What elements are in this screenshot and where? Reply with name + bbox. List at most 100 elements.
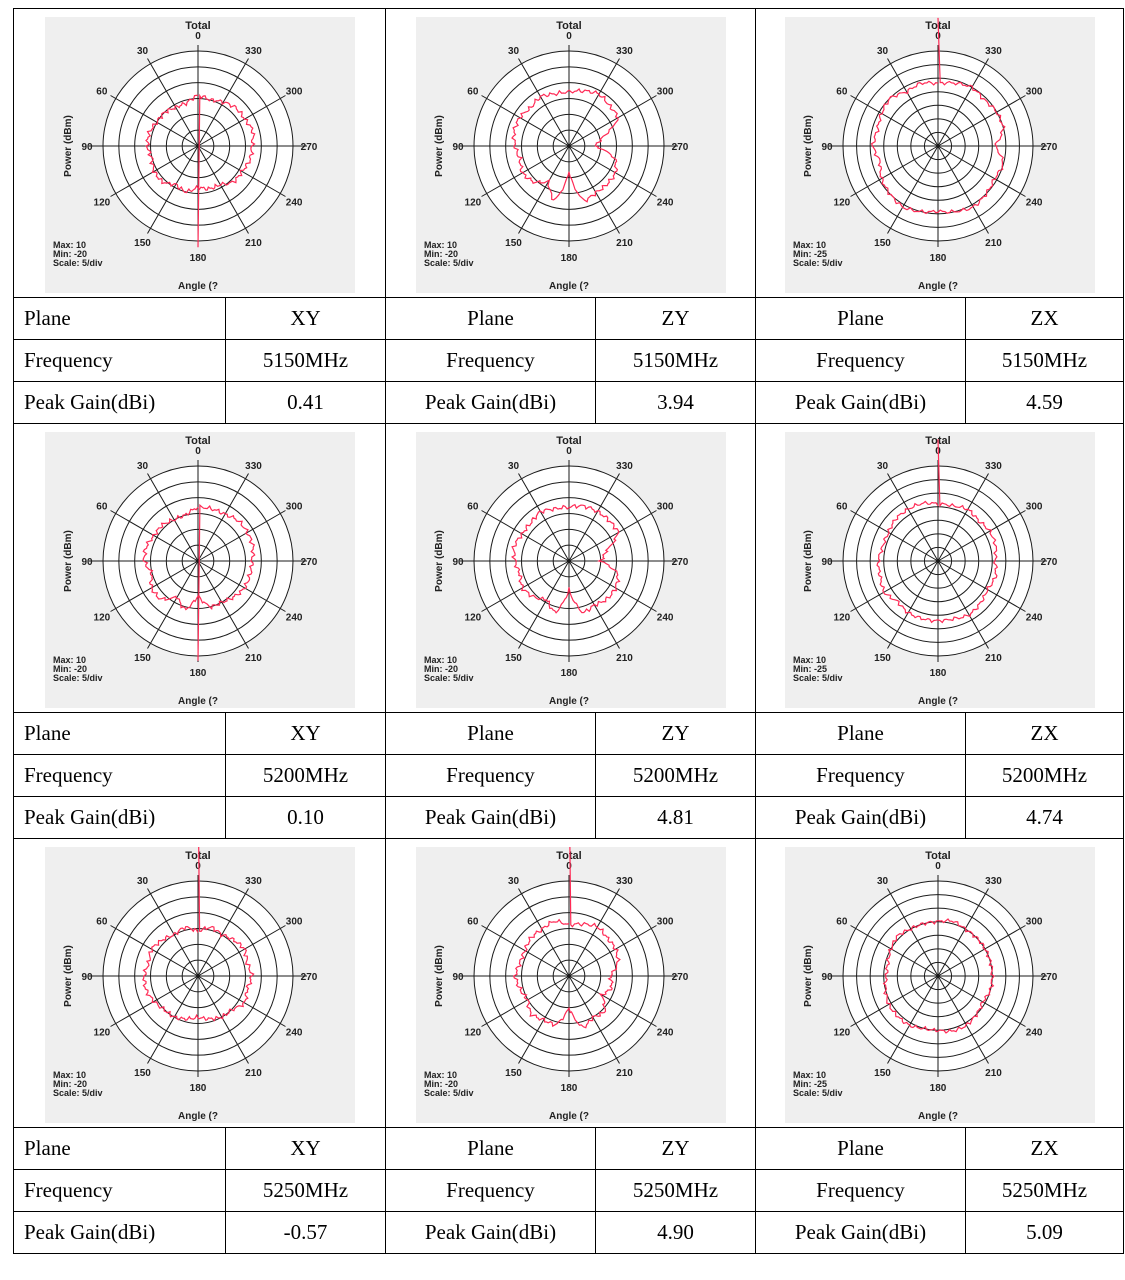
x-axis-label: Angle (? [178,696,218,707]
grid-spoke [109,975,198,1027]
grid-spoke [146,888,198,977]
grid-spoke [937,925,1026,977]
grid-spoke [886,145,938,234]
frequency-row: Frequency 5250MHz Frequency 5250MHz Frequenc… [13,1169,1124,1212]
plane-value: ZX [965,1127,1124,1170]
grid-spoke [568,975,657,1027]
angle-tick-label: 210 [245,1068,262,1079]
min-label: Min: -25 [793,664,827,674]
polar-pattern-chart: 0306090120150180210240270300330TotalPowe… [415,847,726,1123]
polar-plot-cell: 0 30 60 90 120 150 180 210 240 270 300 330 Total Powe… [13,423,386,713]
grid-spoke [849,925,938,977]
scale-label: Scale: 5/div [793,258,843,268]
chart-title: Total [185,850,210,862]
chart-title: Total [925,850,950,862]
chart-title: Total [556,20,581,32]
y-axis-label: Power (dBm) [434,115,445,177]
chart-title: Total [556,850,581,862]
plane-label: Plane [755,297,966,340]
scale-label: Scale: 5/div [793,673,843,683]
grid-spoke [937,95,1026,147]
angle-tick-label: 150 [134,653,151,664]
y-axis-label: Power (dBm) [434,530,445,592]
frequency-label: Frequency [385,1169,596,1212]
peak-gain-label: Peak Gain(dBi) [385,1211,596,1254]
plot-row: 0 30 60 90 120 150 180 210 240 270 300 330 Total Powe… [13,423,1124,713]
peak-gain-label: Peak Gain(dBi) [755,381,966,424]
angle-tick-label: 150 [874,1068,891,1079]
grid-spoke [480,95,569,147]
angle-tick-label: 270 [300,972,317,983]
angle-tick-label: 90 [452,557,464,568]
max-label: Max: 10 [424,1070,457,1080]
polar-plot-cell: 0 30 60 90 120 150 180 210 240 270 300 330 Total Powe… [13,8,386,298]
grid-spoke [517,145,569,234]
frequency-label: Frequency [755,339,966,382]
angle-tick-label: 30 [136,876,148,887]
angle-tick-label: 90 [81,557,93,568]
angle-tick-label: 330 [985,876,1002,887]
peak-gain-value: 4.90 [595,1211,756,1254]
polar-pattern-chart: 0306090120150180210240270300330TotalPowe… [44,847,355,1123]
max-label: Max: 10 [53,655,86,665]
angle-tick-label: 180 [189,1083,206,1094]
grid-spoke [480,560,569,612]
angle-tick-label: 30 [507,46,519,57]
polar-pattern-chart: 0306090120150180210240270300330TotalPowe… [44,17,355,293]
angle-tick-label: 120 [464,1028,481,1039]
grid-spoke [197,145,249,234]
angle-tick-label: 330 [245,46,262,57]
angle-tick-label: 0 [566,31,572,42]
grid-spoke [146,145,198,234]
angle-tick-label: 300 [285,917,302,928]
plane-value: ZX [965,712,1124,755]
angle-tick-label: 270 [300,142,317,153]
grid-spoke [849,145,938,197]
frequency-value: 5200MHz [595,754,756,797]
angle-tick-label: 150 [134,1068,151,1079]
peak-gain-value: 5.09 [965,1211,1124,1254]
peak-gain-value: 3.94 [595,381,756,424]
grid-spoke [886,560,938,649]
pattern-trace [512,847,621,1029]
angle-tick-label: 150 [134,238,151,249]
angle-tick-label: 0 [195,861,201,872]
polar-plot-cell: 0 30 60 90 120 150 180 210 240 270 300 330 Total Powe… [385,8,756,298]
angle-tick-label: 300 [1025,87,1042,98]
grid-spoke [937,560,1026,612]
grid-spoke [937,58,989,147]
max-label: Max: 10 [793,240,826,250]
peak-gain-label: Peak Gain(dBi) [13,1211,226,1254]
pattern-trace [875,439,998,624]
x-axis-label: Angle (? [549,696,589,707]
angle-tick-label: 330 [245,876,262,887]
angle-tick-label: 60 [467,502,479,513]
grid-spoke [937,975,1026,1027]
frequency-value: 5250MHz [225,1169,386,1212]
scale-label: Scale: 5/div [424,258,474,268]
grid-spoke [109,925,198,977]
grid-spoke [480,510,569,562]
max-label: Max: 10 [793,655,826,665]
angle-tick-label: 240 [285,198,302,209]
angle-tick-label: 330 [245,461,262,472]
grid-spoke [109,510,198,562]
polar-pattern-chart: 0306090120150180210240270300330TotalPowe… [784,17,1095,293]
grid-spoke [480,145,569,197]
plane-row: Plane XY Plane ZY Plane ZX [13,712,1124,755]
angle-tick-label: 240 [656,613,673,624]
min-label: Min: -20 [53,249,87,259]
angle-tick-label: 60 [836,502,848,513]
y-axis-label: Power (dBm) [803,530,814,592]
x-axis-label: Angle (? [918,696,958,707]
grid-spoke [146,58,198,147]
angle-tick-label: 180 [560,253,577,264]
peak-gain-row: Peak Gain(dBi) 0.10 Peak Gain(dBi) 4.81 Peak… [13,796,1124,839]
angle-tick-label: 60 [96,87,108,98]
angle-tick-label: 180 [560,668,577,679]
angle-tick-label: 90 [821,142,833,153]
min-label: Min: -20 [424,664,458,674]
grid-spoke [197,473,249,562]
peak-gain-value: 0.41 [225,381,386,424]
frequency-label: Frequency [755,754,966,797]
